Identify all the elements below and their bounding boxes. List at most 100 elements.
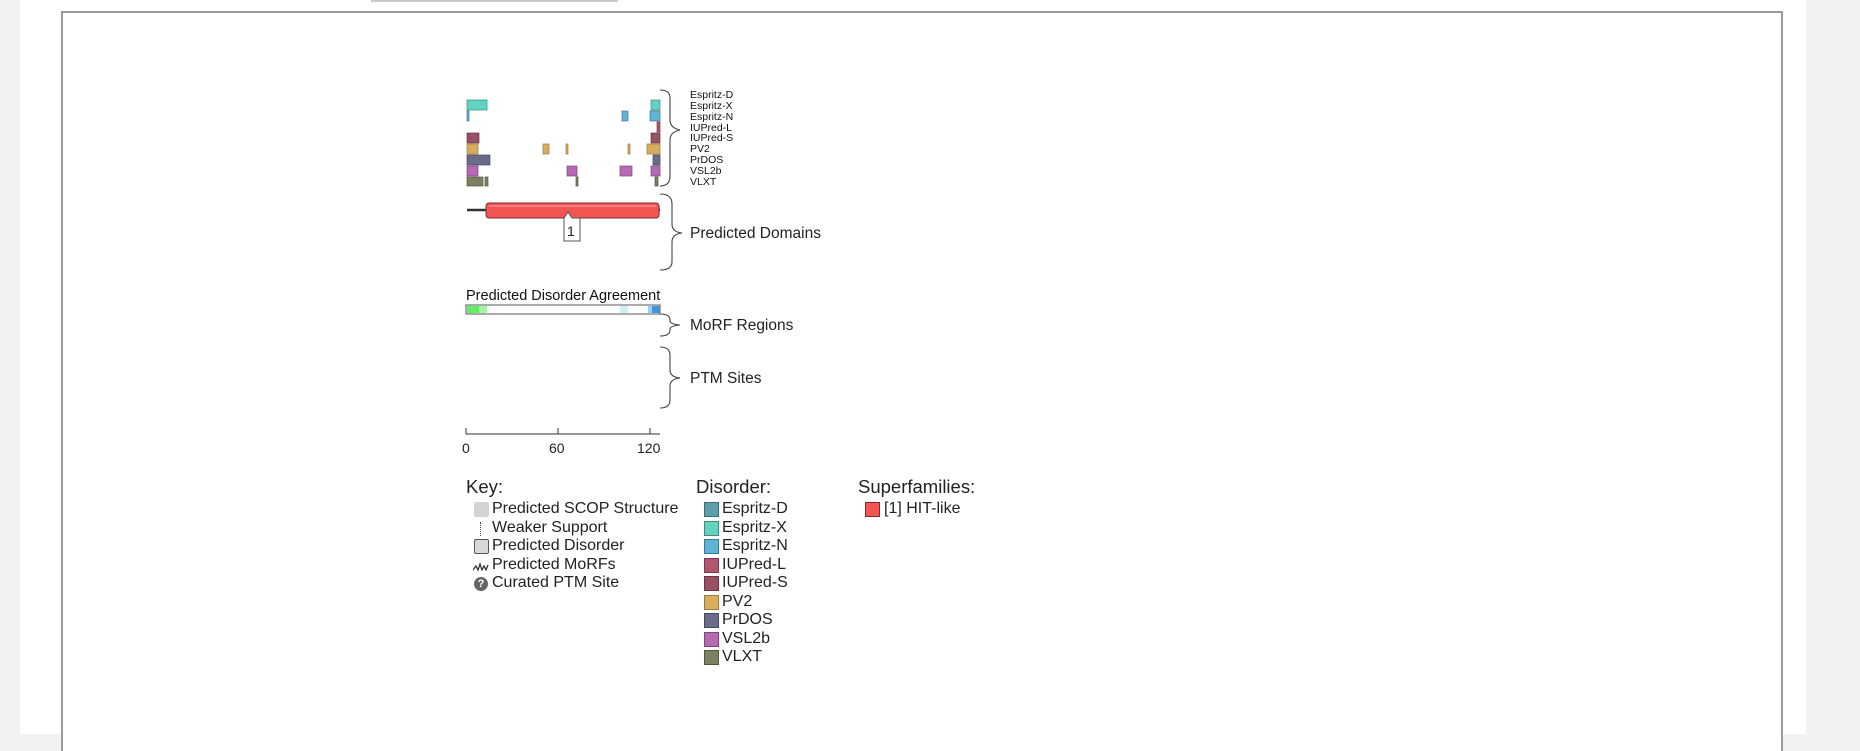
- disorder-legend-item: IUPred-S: [696, 574, 788, 593]
- predictor-label: Espritz-X: [690, 100, 733, 112]
- axis-tick-label: 60: [549, 440, 565, 456]
- domain-number-callout: [563, 211, 581, 242]
- prdos-bar: [652, 154, 661, 166]
- legend-label: VLXT: [722, 648, 763, 665]
- iupred-l-bar: [656, 121, 661, 133]
- disorder-title: Disorder:: [696, 476, 772, 497]
- predictors-bracket: [659, 89, 681, 187]
- key-item-weaker: Weaker Support: [466, 519, 678, 538]
- espritz-n-bar: [649, 110, 661, 122]
- superfamilies-legend: Superfamilies: [1] HIT-like: [858, 476, 975, 519]
- disorder-swatch: [474, 539, 489, 554]
- key-label: Predicted Disorder: [492, 537, 625, 554]
- disorder-predictor-bars: [466, 99, 661, 187]
- iupred-s-bar: [650, 132, 661, 144]
- legend-label: Espritz-D: [722, 500, 788, 517]
- espritz-x-swatch: [704, 520, 719, 536]
- disorder-legend-item: Espritz-X: [696, 519, 788, 538]
- key-label: Weaker Support: [492, 518, 608, 536]
- result-panel: [61, 11, 1783, 751]
- hit-like-swatch: [865, 502, 880, 517]
- pv2-bar: [646, 143, 661, 155]
- key-legend: Key: Predicted SCOP Structure Weaker Sup…: [466, 476, 678, 593]
- predictor-labels: Espritz-D Espritz-X Espritz-N IUPred-L I…: [690, 89, 734, 188]
- axis-tick-label: 0: [462, 440, 470, 456]
- predictor-label: PrDOS: [690, 154, 723, 166]
- key-label: Curated PTM Site: [492, 574, 620, 591]
- morf-wave-icon: [473, 561, 489, 571]
- disorder-legend-item: PrDOS: [696, 611, 788, 630]
- key-label: Predicted MoRFs: [492, 555, 616, 573]
- disorder-legend-item: Espritz-N: [696, 537, 788, 556]
- legend-label: VSL2b: [722, 629, 771, 647]
- top-tab-edge: [371, 0, 618, 2]
- pv2-bar: [627, 143, 631, 155]
- disorder-legend-item: Espritz-D: [696, 500, 788, 519]
- vsl2b-bar: [466, 165, 479, 177]
- ptm-label: PTM Sites: [690, 370, 762, 387]
- iupred-s-bar: [466, 132, 480, 144]
- espritz-x-bar: [650, 99, 661, 111]
- predictor-label: Espritz-D: [690, 89, 734, 101]
- domain-diagram: Espritz-D Espritz-X Espritz-N IUPred-L I…: [462, 89, 821, 456]
- morf-bracket: [659, 313, 681, 337]
- axis-tick-label: 120: [637, 440, 661, 456]
- pv2-bar: [466, 143, 479, 155]
- superfamily-item[interactable]: [1] HIT-like: [858, 500, 975, 519]
- morf-label: MoRF Regions: [690, 317, 794, 334]
- agreement-segment: [652, 306, 660, 313]
- iupred-s-swatch: [704, 576, 719, 591]
- disorder-legend: Disorder: Espritz-D Espritz-X Espritz-N …: [696, 476, 788, 667]
- vsl2b-swatch: [704, 631, 719, 647]
- predictor-label: VLXT: [690, 176, 717, 188]
- legend-label: Espritz-N: [722, 537, 788, 554]
- vlxt-bar: [466, 176, 484, 187]
- key-item-scop: Predicted SCOP Structure: [466, 500, 678, 519]
- legend-label: Espritz-X: [722, 518, 787, 536]
- scop-structure-swatch: [474, 502, 489, 517]
- disorder-legend-item: VSL2b: [696, 630, 788, 649]
- pv2-swatch: [704, 594, 719, 610]
- question-circle-icon: ?: [474, 577, 488, 591]
- disorder-legend-item: VLXT: [696, 648, 788, 667]
- agreement-segment: [620, 306, 628, 313]
- predictor-label: IUPred-L: [690, 122, 732, 134]
- predictor-label: Espritz-N: [690, 111, 733, 123]
- vsl2b-bar: [619, 165, 633, 177]
- weaker-support-dotted-line: [480, 521, 481, 536]
- agreement-segment: [479, 306, 487, 313]
- predictor-label: IUPred-S: [690, 132, 733, 144]
- vlxt-bar: [654, 176, 659, 187]
- disorder-legend-item: PV2: [696, 593, 788, 612]
- predictor-label: PV2: [690, 143, 710, 155]
- iupred-l-swatch: [704, 557, 719, 573]
- key-title: Key:: [466, 476, 504, 497]
- key-item-ptm: ? Curated PTM Site: [466, 574, 678, 593]
- espritz-n-swatch: [704, 539, 719, 554]
- legend-label: IUPred-L: [722, 555, 787, 573]
- vlxt-swatch: [704, 650, 719, 665]
- key-label: Predicted SCOP Structure: [492, 500, 679, 517]
- legend-label: IUPred-S: [722, 574, 788, 591]
- legend-label: PV2: [722, 592, 753, 610]
- predictor-label: VSL2b: [690, 165, 722, 177]
- ptm-bracket: [659, 346, 681, 409]
- legend-label: PrDOS: [722, 611, 773, 628]
- domain-number: 1: [567, 223, 575, 239]
- espritz-d-swatch: [704, 502, 719, 517]
- disorder-legend-item: IUPred-L: [696, 556, 788, 575]
- pv2-bar: [542, 143, 550, 155]
- vlxt-bar: [484, 176, 489, 187]
- agreement-label: Predicted Disorder Agreement: [466, 288, 660, 304]
- vsl2b-bar: [566, 165, 578, 177]
- vsl2b-bar: [650, 165, 661, 177]
- superfamilies-title: Superfamilies:: [858, 476, 976, 497]
- prdos-bar: [466, 154, 491, 166]
- superfamily-label: [1] HIT-like: [884, 500, 961, 517]
- agreement-bar-frame: [465, 304, 661, 315]
- agreement-segment: [467, 306, 479, 313]
- espritz-x-bar: [466, 99, 488, 111]
- agreement-segment: [648, 306, 652, 313]
- domains-bracket: [659, 193, 683, 271]
- pv2-bar: [565, 143, 569, 155]
